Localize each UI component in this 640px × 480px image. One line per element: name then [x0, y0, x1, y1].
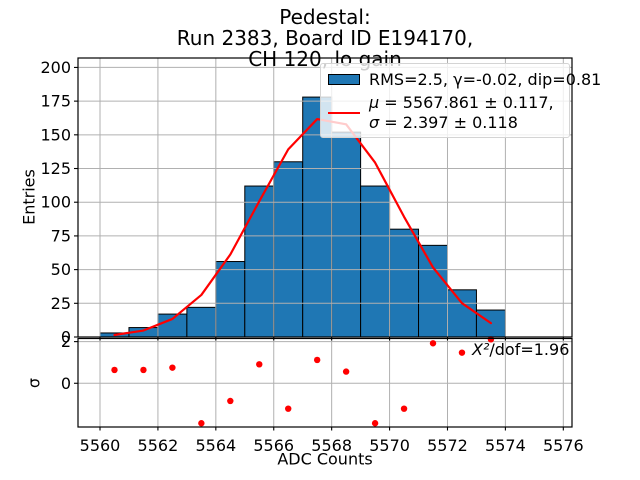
- residual-point: [111, 366, 118, 374]
- residual-point: [198, 420, 205, 427]
- y-tick-label-main: 175: [40, 92, 71, 111]
- histogram-bar: [389, 228, 420, 338]
- fit-curve: [113, 117, 493, 337]
- main-axes-frame: [77, 57, 573, 338]
- chi2-annotation: X²/dof=1.96: [472, 340, 570, 359]
- y-tick-label-main: 150: [40, 125, 71, 144]
- legend-histogram-swatch: [328, 74, 360, 85]
- legend-entry-fit: μ = 5567.861 ± 0.117, σ = 2.397 ± 0.118: [328, 93, 561, 133]
- residual-point: [458, 349, 466, 356]
- x-axis-label: ADC Counts: [277, 449, 373, 469]
- histogram-bar: [446, 289, 477, 338]
- main-y-axis-label: Entries: [19, 169, 39, 225]
- x-tick-label: 5572: [427, 436, 468, 455]
- histogram-bar: [244, 185, 275, 338]
- residual-point: [487, 336, 495, 343]
- residual-point: [227, 397, 234, 405]
- y-tick-label-main: 0: [61, 328, 71, 347]
- legend: RMS=2.5, γ=-0.02, dip=0.81 μ = 5567.861 …: [320, 63, 601, 138]
- x-tick-label: 5562: [138, 436, 179, 455]
- residual-y-axis-label: σ: [24, 377, 44, 389]
- residual-point: [169, 364, 176, 371]
- residual-point: [285, 405, 292, 412]
- y-tick-label-residual: 2: [61, 332, 71, 351]
- histogram-bar: [360, 185, 391, 338]
- legend-entry-histogram: RMS=2.5, γ=-0.02, dip=0.81: [328, 68, 601, 91]
- histogram-bar: [215, 261, 246, 338]
- histogram-bar: [186, 306, 217, 338]
- residual-point: [256, 361, 263, 368]
- residual-point: [313, 356, 321, 364]
- y-tick-label-main: 100: [40, 193, 71, 212]
- legend-fit-sigma-label: σ = 2.397 ± 0.118: [369, 113, 518, 132]
- y-tick-label-main: 75: [51, 226, 71, 245]
- x-tick-label: 5560: [80, 436, 121, 455]
- x-tick-label: 5568: [311, 436, 352, 455]
- histogram-bar: [331, 131, 362, 338]
- chart-title: Pedestal: Run 2383, Board ID E194170, CH…: [176, 5, 474, 71]
- y-tick-label-main: 25: [51, 294, 71, 313]
- residual-point: [342, 368, 350, 375]
- legend-fitline-swatch: [328, 112, 360, 114]
- residual-point: [371, 420, 379, 427]
- y-tick-label-main: 125: [40, 159, 71, 178]
- y-tick-label-main: 50: [51, 260, 71, 279]
- x-tick-label: 5570: [369, 436, 410, 455]
- y-tick-label-main: 200: [40, 58, 71, 77]
- legend-fit-mu-label: μ = 5567.861 ± 0.117,: [369, 93, 554, 112]
- x-tick-label: 5574: [485, 436, 526, 455]
- x-tick-label: 5564: [195, 436, 236, 455]
- x-tick-label: 5576: [543, 436, 584, 455]
- residual-point: [400, 405, 408, 412]
- residual-point: [429, 340, 437, 347]
- x-tick-label: 5566: [253, 436, 294, 455]
- y-tick-label-residual: 0: [61, 374, 71, 393]
- residual-point: [140, 366, 147, 374]
- legend-histogram-label: RMS=2.5, γ=-0.02, dip=0.81: [369, 70, 602, 89]
- histogram-bar: [418, 244, 448, 338]
- histogram-bar: [273, 161, 304, 338]
